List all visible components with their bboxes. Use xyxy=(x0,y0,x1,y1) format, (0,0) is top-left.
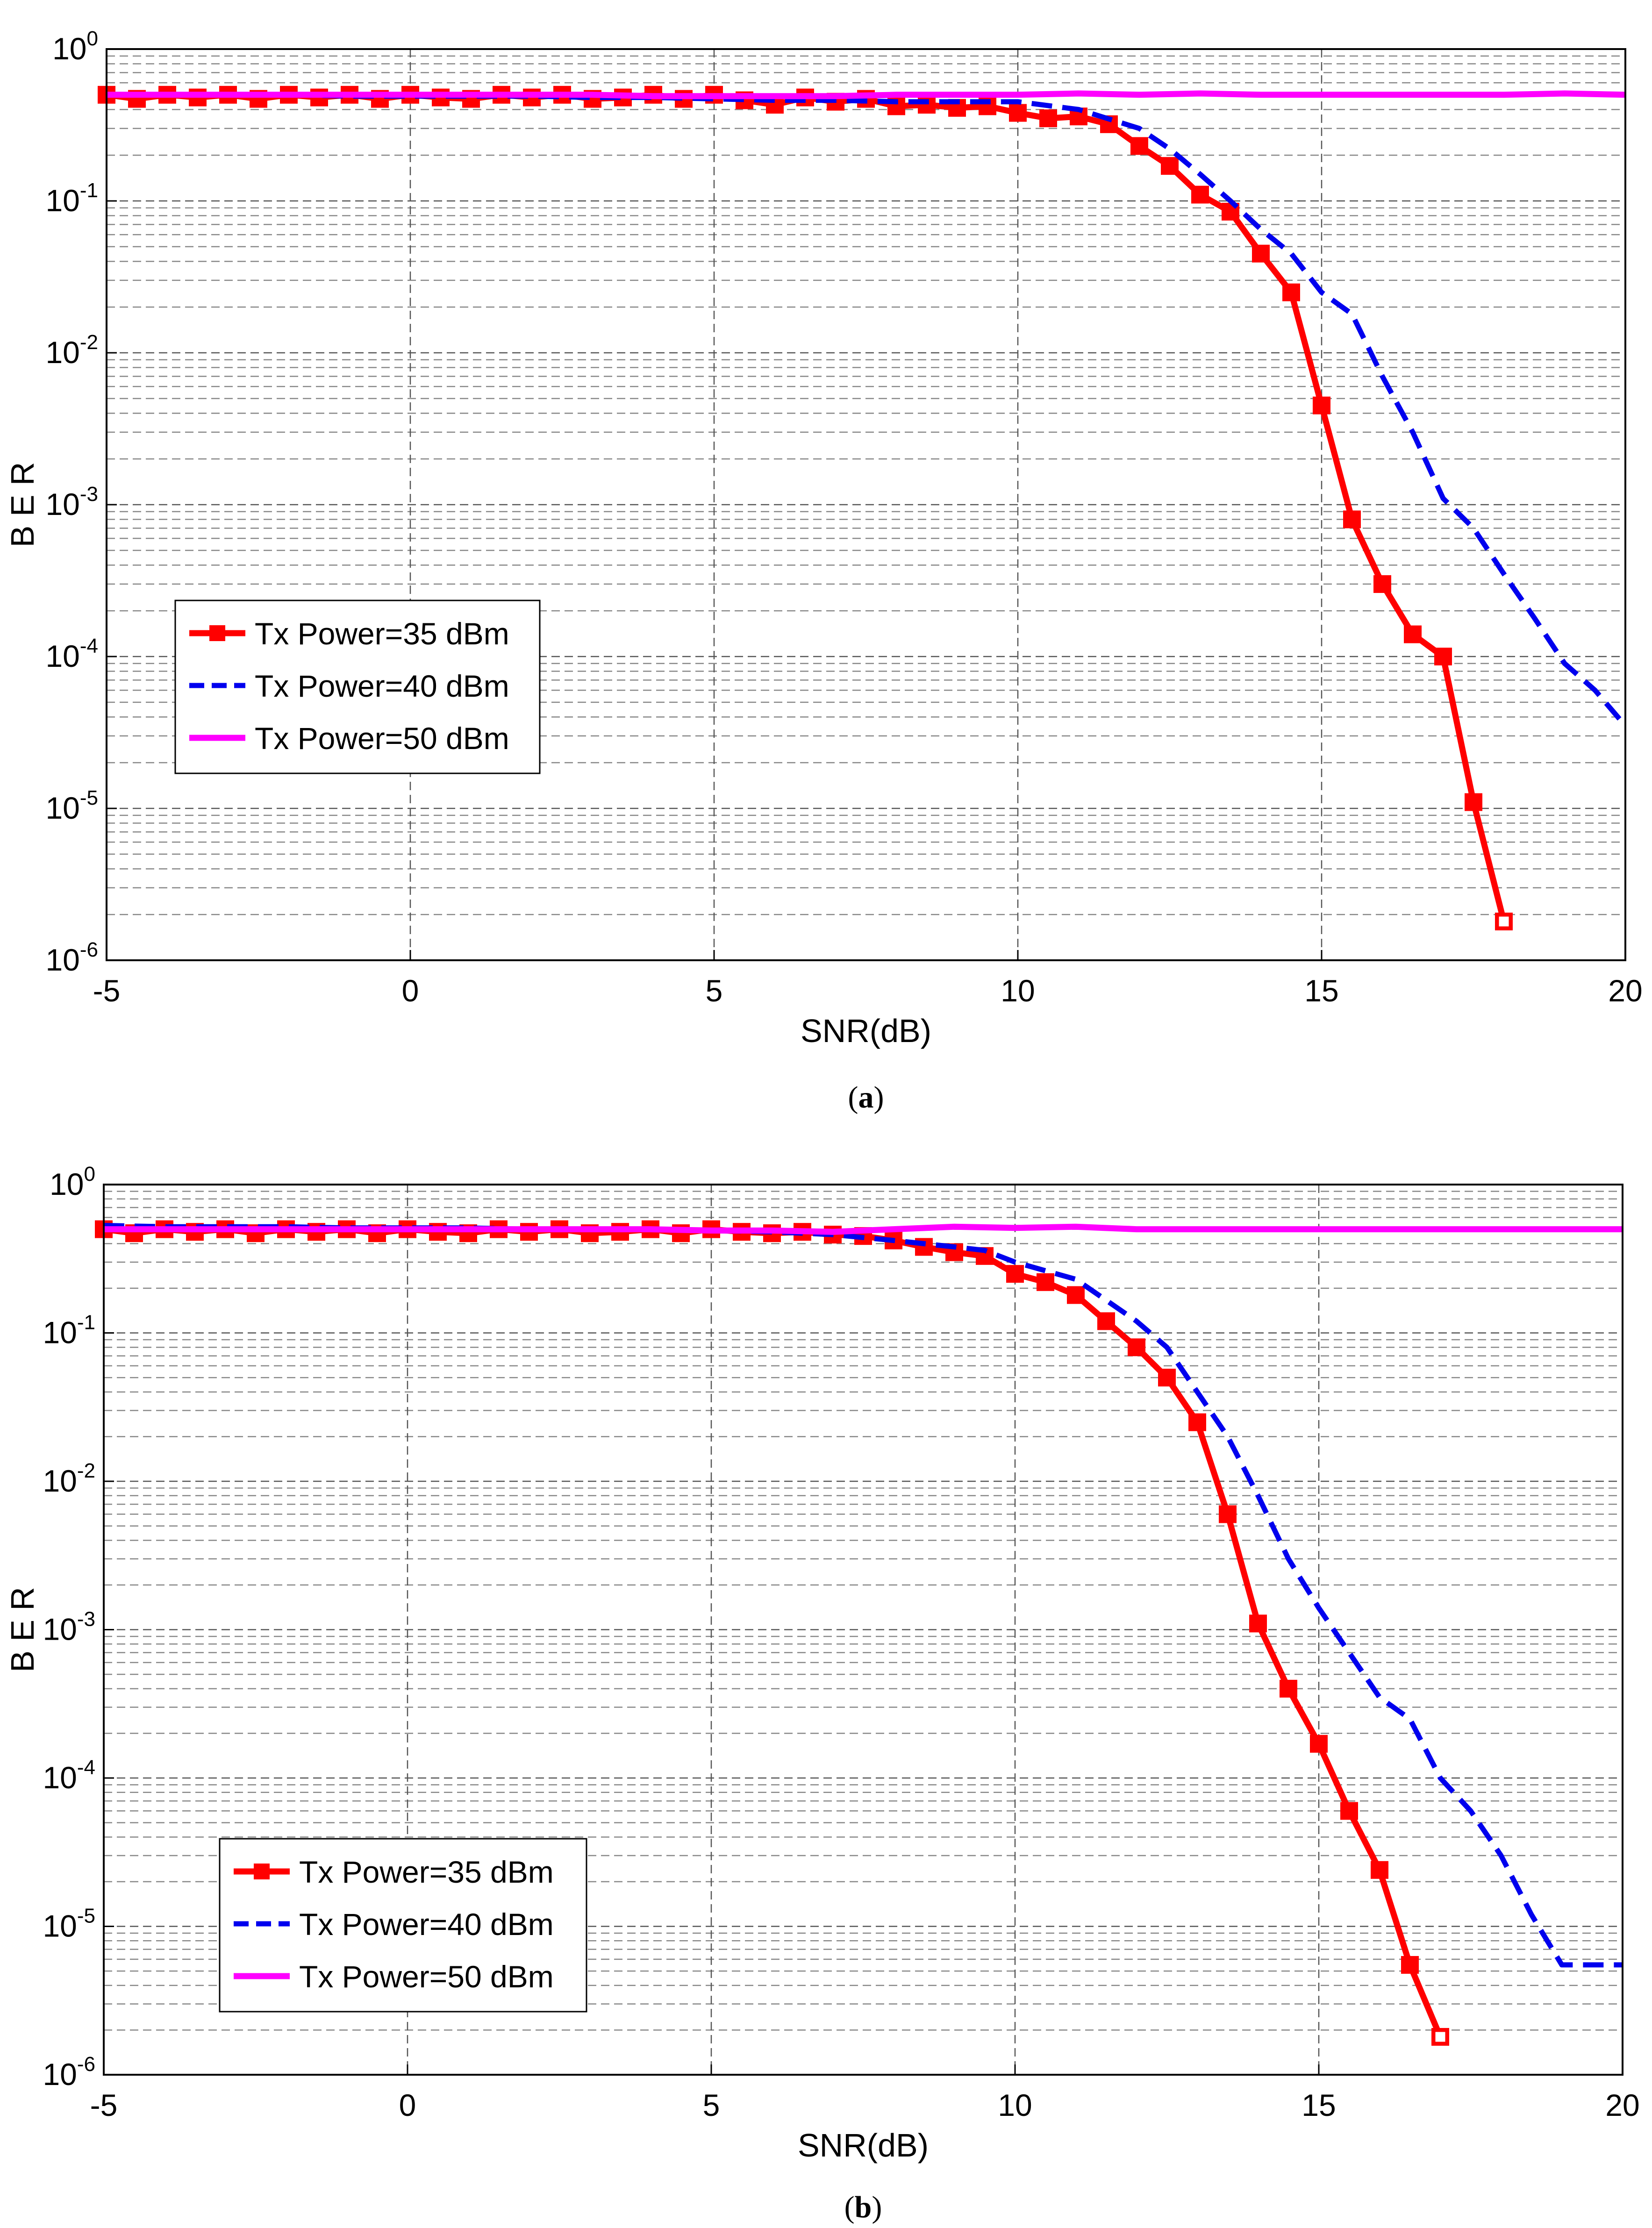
legend-label: Tx Power=40 dBm xyxy=(299,1907,554,1942)
x-tick-label: 15 xyxy=(1304,973,1338,1008)
legend-marker xyxy=(254,1864,270,1879)
grid xyxy=(104,1185,1623,2075)
y-tick-label: 100 xyxy=(50,1163,95,1201)
x-tick-label: 20 xyxy=(1605,2088,1639,2122)
x-axis-label: SNR(dB) xyxy=(801,1013,931,1049)
data-point xyxy=(1097,1312,1115,1330)
data-point xyxy=(1188,1413,1206,1431)
figure-caption: (a) xyxy=(848,1080,884,1114)
legend-marker xyxy=(209,625,225,641)
y-axis-label: B E R xyxy=(4,1587,41,1672)
data-point xyxy=(1434,648,1452,665)
y-tick-label: 10-2 xyxy=(43,1459,95,1498)
data-point xyxy=(1282,283,1300,301)
data-point xyxy=(1343,510,1361,528)
x-tick-label: 5 xyxy=(706,973,723,1008)
y-tick-label: 10-5 xyxy=(43,1905,95,1943)
y-tick-label: 10-3 xyxy=(45,483,98,521)
series-line xyxy=(107,92,1628,728)
data-point xyxy=(1037,1273,1054,1291)
y-tick-label: 10-6 xyxy=(45,938,98,977)
legend: Tx Power=35 dBm Tx Power=40 dBm Tx Power=5… xyxy=(174,600,541,774)
legend-item-1: Tx Power=35 dBm xyxy=(189,616,509,651)
x-tick-label: 15 xyxy=(1302,2088,1336,2122)
chart-a: -5 0 5 10 15 20 100 10-1 10-2 10-3 10-4 10-5 10-6 SNR… xyxy=(4,27,1643,1114)
legend-item-3: Tx Power=50 dBm xyxy=(189,721,509,756)
data-point xyxy=(1128,1338,1145,1357)
data-point xyxy=(1130,137,1148,155)
data-point xyxy=(1191,186,1209,204)
data-point xyxy=(1310,1735,1328,1753)
data-point xyxy=(1313,396,1330,414)
y-axis-label: B E R xyxy=(4,462,41,548)
data-point-last xyxy=(1432,2028,1449,2045)
x-axis-label: SNR(dB) xyxy=(798,2127,929,2164)
x-tick-label: 20 xyxy=(1608,973,1642,1008)
data-point xyxy=(1006,1265,1024,1283)
series-3 xyxy=(107,90,1626,100)
chart-b: -5 0 5 10 15 20 100 10-1 10-2 10-3 10-4 10-5 10-6 SNR… xyxy=(4,1163,1640,2224)
legend-item-3: Tx Power=50 dBm xyxy=(234,1959,554,1994)
legend-label: Tx Power=50 dBm xyxy=(255,721,509,756)
legend-item-1: Tx Power=35 dBm xyxy=(234,1855,554,1889)
data-point xyxy=(1371,1861,1388,1879)
data-point xyxy=(1249,1614,1267,1633)
x-tick-label: 0 xyxy=(402,973,419,1008)
series-line xyxy=(104,1223,1623,1235)
legend: Tx Power=35 dBm Tx Power=40 dBm Tx Power=5… xyxy=(219,1838,587,2013)
legend-label: Tx Power=35 dBm xyxy=(299,1855,554,1889)
x-tick-label: 10 xyxy=(1001,973,1035,1008)
data-point xyxy=(1039,109,1057,128)
y-tick-label: 10-4 xyxy=(45,635,98,673)
y-tick-label: 100 xyxy=(52,27,98,66)
data-point xyxy=(1401,1956,1419,1974)
data-point xyxy=(1158,1369,1176,1387)
data-point xyxy=(1465,793,1482,811)
legend-label: Tx Power=40 dBm xyxy=(255,669,509,703)
legend-item-2: Tx Power=40 dBm xyxy=(234,1907,554,1942)
data-point xyxy=(1161,157,1179,175)
figure-caption: (b) xyxy=(844,2190,882,2224)
legend-item-2: Tx Power=40 dBm xyxy=(189,669,509,703)
legend-label: Tx Power=50 dBm xyxy=(299,1959,554,1994)
data-point xyxy=(1404,625,1422,643)
y-tick-label: 10-1 xyxy=(43,1311,95,1350)
y-tick-label: 10-6 xyxy=(43,2053,95,2092)
y-tick-label: 10-2 xyxy=(45,331,98,370)
x-tick-label: 5 xyxy=(703,2088,720,2122)
data-point xyxy=(1009,104,1027,122)
series-2 xyxy=(107,92,1628,728)
data-point-last xyxy=(1495,913,1512,930)
x-tick-label: 10 xyxy=(998,2088,1032,2122)
series-line xyxy=(107,90,1626,100)
data-point xyxy=(1373,575,1391,593)
y-tick-label: 10-5 xyxy=(45,786,98,825)
y-tick-label: 10-3 xyxy=(43,1608,95,1647)
data-point xyxy=(1067,1286,1085,1304)
x-tick-label: -5 xyxy=(93,973,121,1008)
x-tick-label: -5 xyxy=(90,2088,118,2122)
data-point xyxy=(1280,1679,1297,1698)
series-3 xyxy=(104,1223,1623,1235)
data-point xyxy=(1340,1802,1358,1820)
data-point xyxy=(1252,244,1270,263)
y-tick-label: 10-1 xyxy=(45,179,98,218)
y-tick-label: 10-4 xyxy=(43,1756,95,1795)
legend-label: Tx Power=35 dBm xyxy=(255,616,509,651)
data-point xyxy=(1219,1505,1237,1523)
x-tick-label: 0 xyxy=(399,2088,416,2122)
